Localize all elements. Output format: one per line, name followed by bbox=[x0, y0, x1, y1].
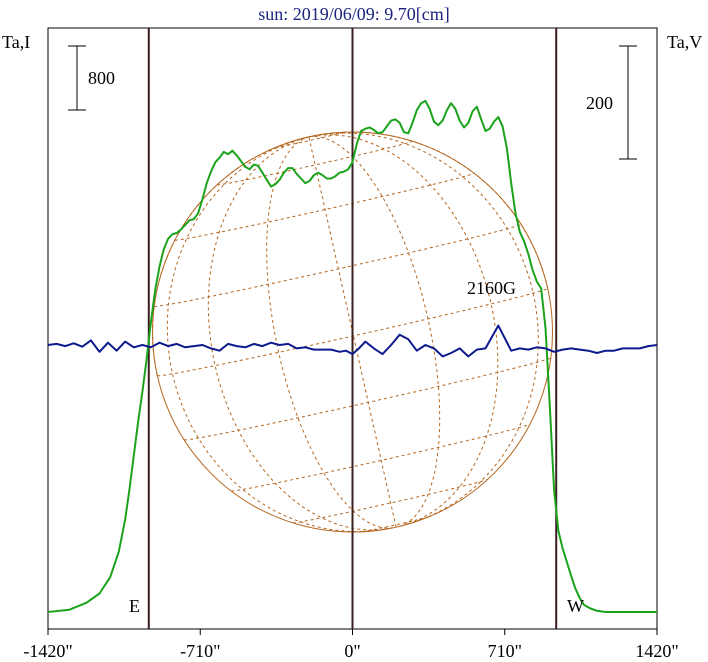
disk-grid-line-6 bbox=[174, 172, 475, 241]
x-tick-label-4: 1420" bbox=[635, 641, 678, 661]
disk-grid-line-16 bbox=[308, 132, 539, 524]
disk-grid-line-5 bbox=[153, 223, 522, 307]
solar-disk-grid bbox=[151, 131, 553, 533]
disk-grid-line-10 bbox=[166, 136, 381, 533]
disk-grid-line-15 bbox=[308, 134, 499, 527]
disk-grid-line-12 bbox=[266, 136, 393, 529]
x-tick-label-3: 710" bbox=[488, 641, 522, 661]
scale-bar-right: 200 bbox=[586, 45, 637, 160]
x-tick-label-1: -710" bbox=[180, 641, 220, 661]
scale-bar-right-label: 200 bbox=[586, 93, 613, 113]
disk-grid-line-2 bbox=[231, 423, 531, 492]
annotation-2160g: 2160G bbox=[467, 278, 516, 298]
series-group bbox=[47, 99, 658, 613]
disk-grid-line-1 bbox=[292, 478, 488, 524]
ylabel-right: Ta,V bbox=[667, 32, 702, 52]
disk-grid-line-17 bbox=[308, 131, 549, 289]
disk-grid-line-3 bbox=[184, 357, 551, 441]
limb-label-west: W bbox=[567, 596, 584, 616]
disk-grid-line-14 bbox=[308, 136, 441, 527]
scale-bar-left-label: 800 bbox=[88, 68, 115, 88]
x-tick-label-0: -1420" bbox=[23, 641, 72, 661]
chart-title: sun: 2019/06/09: 9.70[cm] bbox=[258, 4, 450, 24]
disk-grid-line-9 bbox=[151, 136, 310, 376]
limb-label-east: E bbox=[129, 596, 140, 616]
series-line-I bbox=[47, 99, 657, 613]
limb-lines bbox=[147, 28, 558, 629]
series-line-V bbox=[47, 324, 658, 358]
x-axis: -1420" -710" 0" 710" 1420" bbox=[23, 629, 679, 661]
scale-bar-left: 800 bbox=[68, 45, 115, 111]
disk-grid-line-11 bbox=[207, 136, 391, 531]
x-tick-label-2: 0" bbox=[344, 641, 360, 661]
disk-grid-line-7 bbox=[216, 140, 413, 186]
ylabel-left: Ta,I bbox=[2, 32, 30, 52]
